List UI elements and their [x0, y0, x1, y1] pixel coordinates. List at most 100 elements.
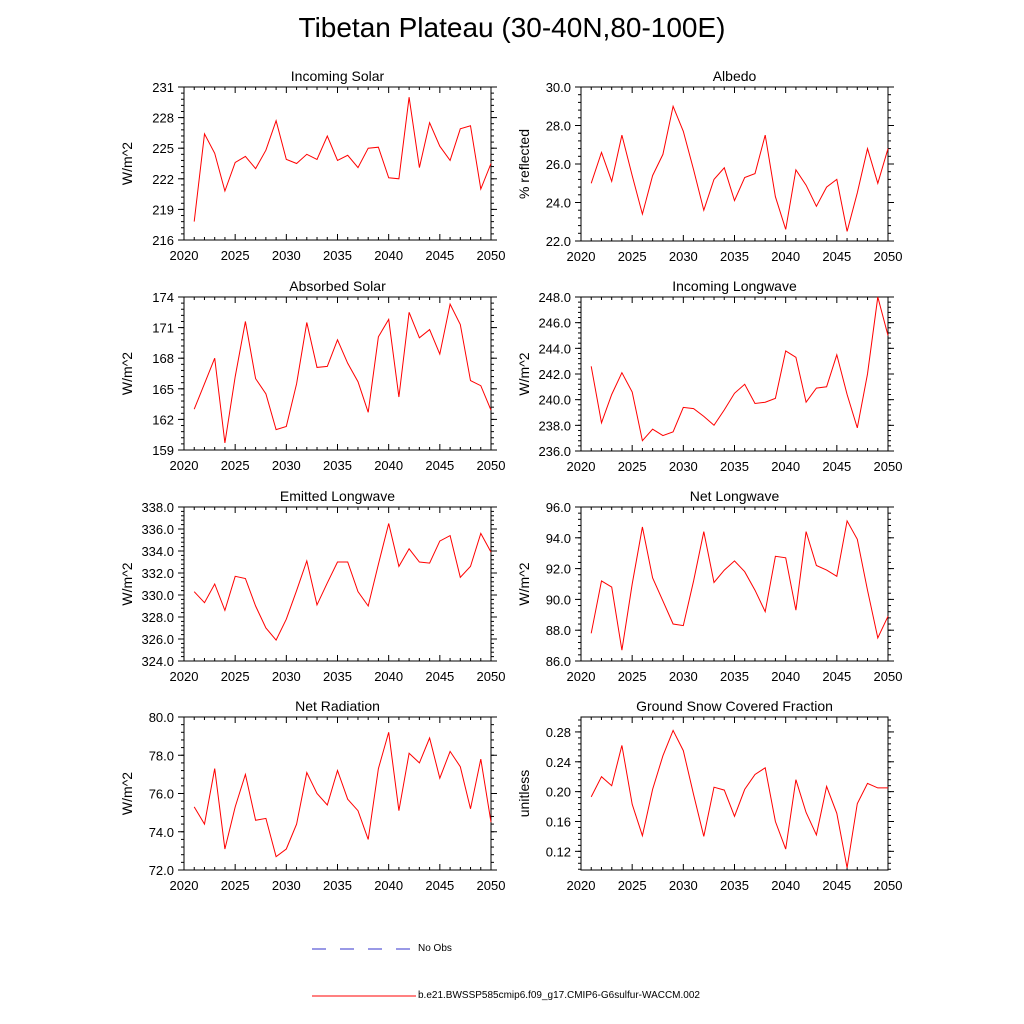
panel-title: Net Radiation — [295, 698, 380, 714]
y-tick-label: 324.0 — [141, 654, 174, 669]
x-tick-label: 2045 — [425, 248, 454, 263]
x-tick-label: 2050 — [477, 248, 506, 263]
x-tick-label: 2050 — [477, 878, 506, 893]
y-tick-label: 330.0 — [141, 588, 174, 603]
x-tick-label: 2045 — [822, 459, 851, 474]
y-tick-label: 168 — [152, 351, 174, 366]
y-tick-label: 86.0 — [546, 654, 571, 669]
x-tick-label: 2020 — [567, 249, 596, 264]
y-tick-label: 248.0 — [538, 290, 571, 305]
legend-label-no-obs: No Obs — [418, 943, 452, 954]
y-tick-label: 72.0 — [149, 863, 174, 878]
y-tick-label: 334.0 — [141, 544, 174, 559]
y-axis-label: W/m^2 — [119, 352, 135, 395]
x-tick-label: 2020 — [170, 878, 199, 893]
y-tick-label: 246.0 — [538, 316, 571, 331]
x-tick-label: 2020 — [170, 458, 199, 473]
y-tick-label: 338.0 — [141, 500, 174, 515]
y-tick-label: 326.0 — [141, 632, 174, 647]
panel-title: Net Longwave — [690, 488, 780, 504]
x-tick-label: 2030 — [272, 458, 301, 473]
x-tick-label: 2040 — [771, 878, 800, 893]
panel-frame — [580, 86, 889, 242]
y-tick-label: 222 — [152, 172, 174, 187]
x-tick-label: 2040 — [374, 878, 403, 893]
y-tick-label: 219 — [152, 202, 174, 217]
x-tick-label: 2045 — [822, 669, 851, 684]
x-tick-label: 2020 — [170, 669, 199, 684]
series-line-0 — [590, 729, 888, 868]
panel-frame — [580, 716, 889, 871]
y-tick-label: 174 — [152, 290, 174, 305]
x-tick-label: 2045 — [822, 249, 851, 264]
panel-frame — [183, 506, 492, 662]
x-tick-label: 2025 — [618, 669, 647, 684]
x-tick-label: 2035 — [720, 669, 749, 684]
series-line-0 — [193, 302, 492, 443]
y-tick-label: 165 — [152, 382, 174, 397]
y-tick-label: 171 — [152, 321, 174, 336]
y-tick-label: 159 — [152, 443, 174, 458]
x-tick-label: 2030 — [272, 669, 301, 684]
x-tick-label: 2020 — [170, 248, 199, 263]
x-tick-label: 2035 — [720, 459, 749, 474]
legend-swatch-no-obs — [312, 948, 416, 950]
legend-swatch-run — [312, 995, 416, 997]
x-tick-label: 2020 — [567, 669, 596, 684]
panel-title: Incoming Longwave — [672, 278, 797, 294]
y-tick-label: 238.0 — [538, 418, 571, 433]
y-tick-label: 242.0 — [538, 367, 571, 382]
x-tick-label: 2050 — [477, 669, 506, 684]
panel-4: Emitted Longwave W/m^2 2020 2025 2030 2035 204… — [119, 488, 505, 684]
y-tick-label: 0.20 — [546, 785, 571, 800]
series-line-0 — [590, 519, 889, 651]
x-tick-label: 2035 — [323, 458, 352, 473]
y-tick-label: 216 — [152, 233, 174, 248]
y-tick-label: 90.0 — [546, 592, 571, 607]
y-tick-label: 78.0 — [149, 748, 174, 763]
panel-title: Ground Snow Covered Fraction — [636, 698, 833, 714]
y-tick-label: 0.12 — [546, 844, 571, 859]
x-tick-label: 2030 — [669, 669, 698, 684]
y-axis-label: % reflected — [516, 129, 532, 199]
x-tick-label: 2045 — [425, 878, 454, 893]
y-tick-label: 22.0 — [546, 234, 571, 249]
panel-7: Ground Snow Covered Fraction unitless 2020… — [516, 698, 902, 893]
y-tick-label: 328.0 — [141, 610, 174, 625]
x-tick-label: 2025 — [618, 459, 647, 474]
x-tick-label: 2025 — [221, 248, 250, 263]
y-tick-label: 92.0 — [546, 562, 571, 577]
series-line-0 — [193, 97, 492, 222]
y-axis-label: W/m^2 — [516, 562, 532, 605]
y-tick-label: 26.0 — [546, 157, 571, 172]
x-tick-label: 2040 — [771, 249, 800, 264]
y-axis-label: W/m^2 — [119, 142, 135, 185]
x-tick-label: 2035 — [323, 248, 352, 263]
x-tick-label: 2040 — [374, 458, 403, 473]
y-tick-label: 76.0 — [149, 787, 174, 802]
y-tick-label: 240.0 — [538, 393, 571, 408]
x-tick-label: 2040 — [771, 459, 800, 474]
panel-2: Absorbed Solar W/m^2 2020 2025 2030 2035 2040 2… — [119, 278, 505, 473]
panel-title: Emitted Longwave — [280, 488, 395, 504]
y-tick-label: 336.0 — [141, 522, 174, 537]
y-axis-label: W/m^2 — [516, 352, 532, 395]
y-axis-label: W/m^2 — [119, 772, 135, 815]
panel-frame — [183, 296, 492, 451]
panel-frame — [183, 716, 492, 871]
y-tick-label: 30.0 — [546, 80, 571, 95]
y-tick-label: 162 — [152, 412, 174, 427]
x-tick-label: 2040 — [374, 669, 403, 684]
y-tick-label: 225 — [152, 141, 174, 156]
y-tick-label: 0.28 — [546, 725, 571, 740]
panel-5: Net Longwave W/m^2 2020 2025 2030 2035 2040 204… — [516, 488, 902, 684]
x-tick-label: 2050 — [477, 458, 506, 473]
x-tick-label: 2050 — [874, 459, 903, 474]
x-tick-label: 2025 — [221, 669, 250, 684]
x-tick-label: 2050 — [874, 669, 903, 684]
panel-6: Net Radiation W/m^2 2020 2025 2030 2035 2040 20… — [119, 698, 505, 893]
panel-frame — [580, 506, 889, 662]
y-tick-label: 88.0 — [546, 623, 571, 638]
x-tick-label: 2030 — [669, 878, 698, 893]
legend-label-run: b.e21.BWSSP585cmip6.f09_g17.CMIP6-G6sulf… — [418, 990, 700, 1001]
